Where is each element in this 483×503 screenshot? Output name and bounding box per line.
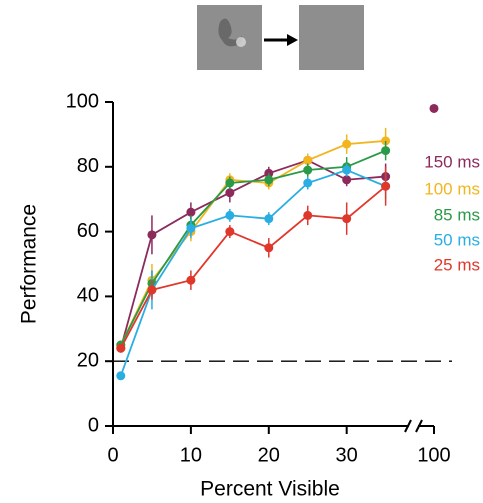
y-axis-label: Performance xyxy=(18,204,41,324)
x-tick-label: 20 xyxy=(258,444,280,466)
data-point xyxy=(381,181,391,191)
x-tick-label: 0 xyxy=(107,444,118,466)
data-point xyxy=(225,188,235,198)
arrow-head xyxy=(287,34,298,46)
data-point xyxy=(429,103,439,113)
legend-label: 25 ms xyxy=(434,255,480,274)
data-point xyxy=(225,210,235,220)
data-point xyxy=(186,275,196,285)
stimulus-image xyxy=(197,5,262,70)
data-point xyxy=(186,207,196,217)
stimulus-object xyxy=(218,18,243,47)
legend-label: 85 ms xyxy=(434,205,480,224)
data-point xyxy=(147,285,157,295)
data-point xyxy=(264,214,274,224)
stimulus-detail xyxy=(236,37,246,47)
series-line xyxy=(119,185,387,349)
data-point xyxy=(116,371,126,381)
data-point xyxy=(303,155,313,165)
x-tick-label: 100 xyxy=(417,444,450,466)
y-tick-label: 20 xyxy=(77,349,99,371)
data-point xyxy=(147,230,157,240)
data-point xyxy=(342,214,352,224)
data-point xyxy=(186,223,196,233)
y-tick-label: 80 xyxy=(77,155,99,177)
x-axis-label: Percent Visible xyxy=(200,478,340,501)
x-tick-label: 30 xyxy=(336,444,358,466)
data-point xyxy=(381,146,391,156)
axis-break xyxy=(404,419,412,433)
data-point xyxy=(303,165,313,175)
data-point xyxy=(303,210,313,220)
x-tick-label: 10 xyxy=(180,444,202,466)
legend-label: 150 ms xyxy=(424,152,480,171)
mask-image xyxy=(299,5,364,70)
stimulus-illustration xyxy=(197,5,364,70)
data-point xyxy=(342,175,352,185)
series-line xyxy=(119,169,386,377)
y-tick-label: 60 xyxy=(77,220,99,242)
data-point xyxy=(303,178,313,188)
data-point xyxy=(342,139,352,149)
data-point xyxy=(116,343,126,353)
data-point xyxy=(342,165,352,175)
data-point xyxy=(225,178,235,188)
y-tick-label: 40 xyxy=(77,285,99,307)
data-point xyxy=(264,243,274,253)
series-line xyxy=(119,149,386,346)
y-tick-label: 0 xyxy=(88,414,99,436)
axis-break xyxy=(415,419,423,433)
data-point xyxy=(225,227,235,237)
legend-label: 50 ms xyxy=(434,230,480,249)
legend-label: 100 ms xyxy=(424,179,480,198)
data-point xyxy=(264,175,274,185)
y-tick-label: 100 xyxy=(66,90,99,112)
